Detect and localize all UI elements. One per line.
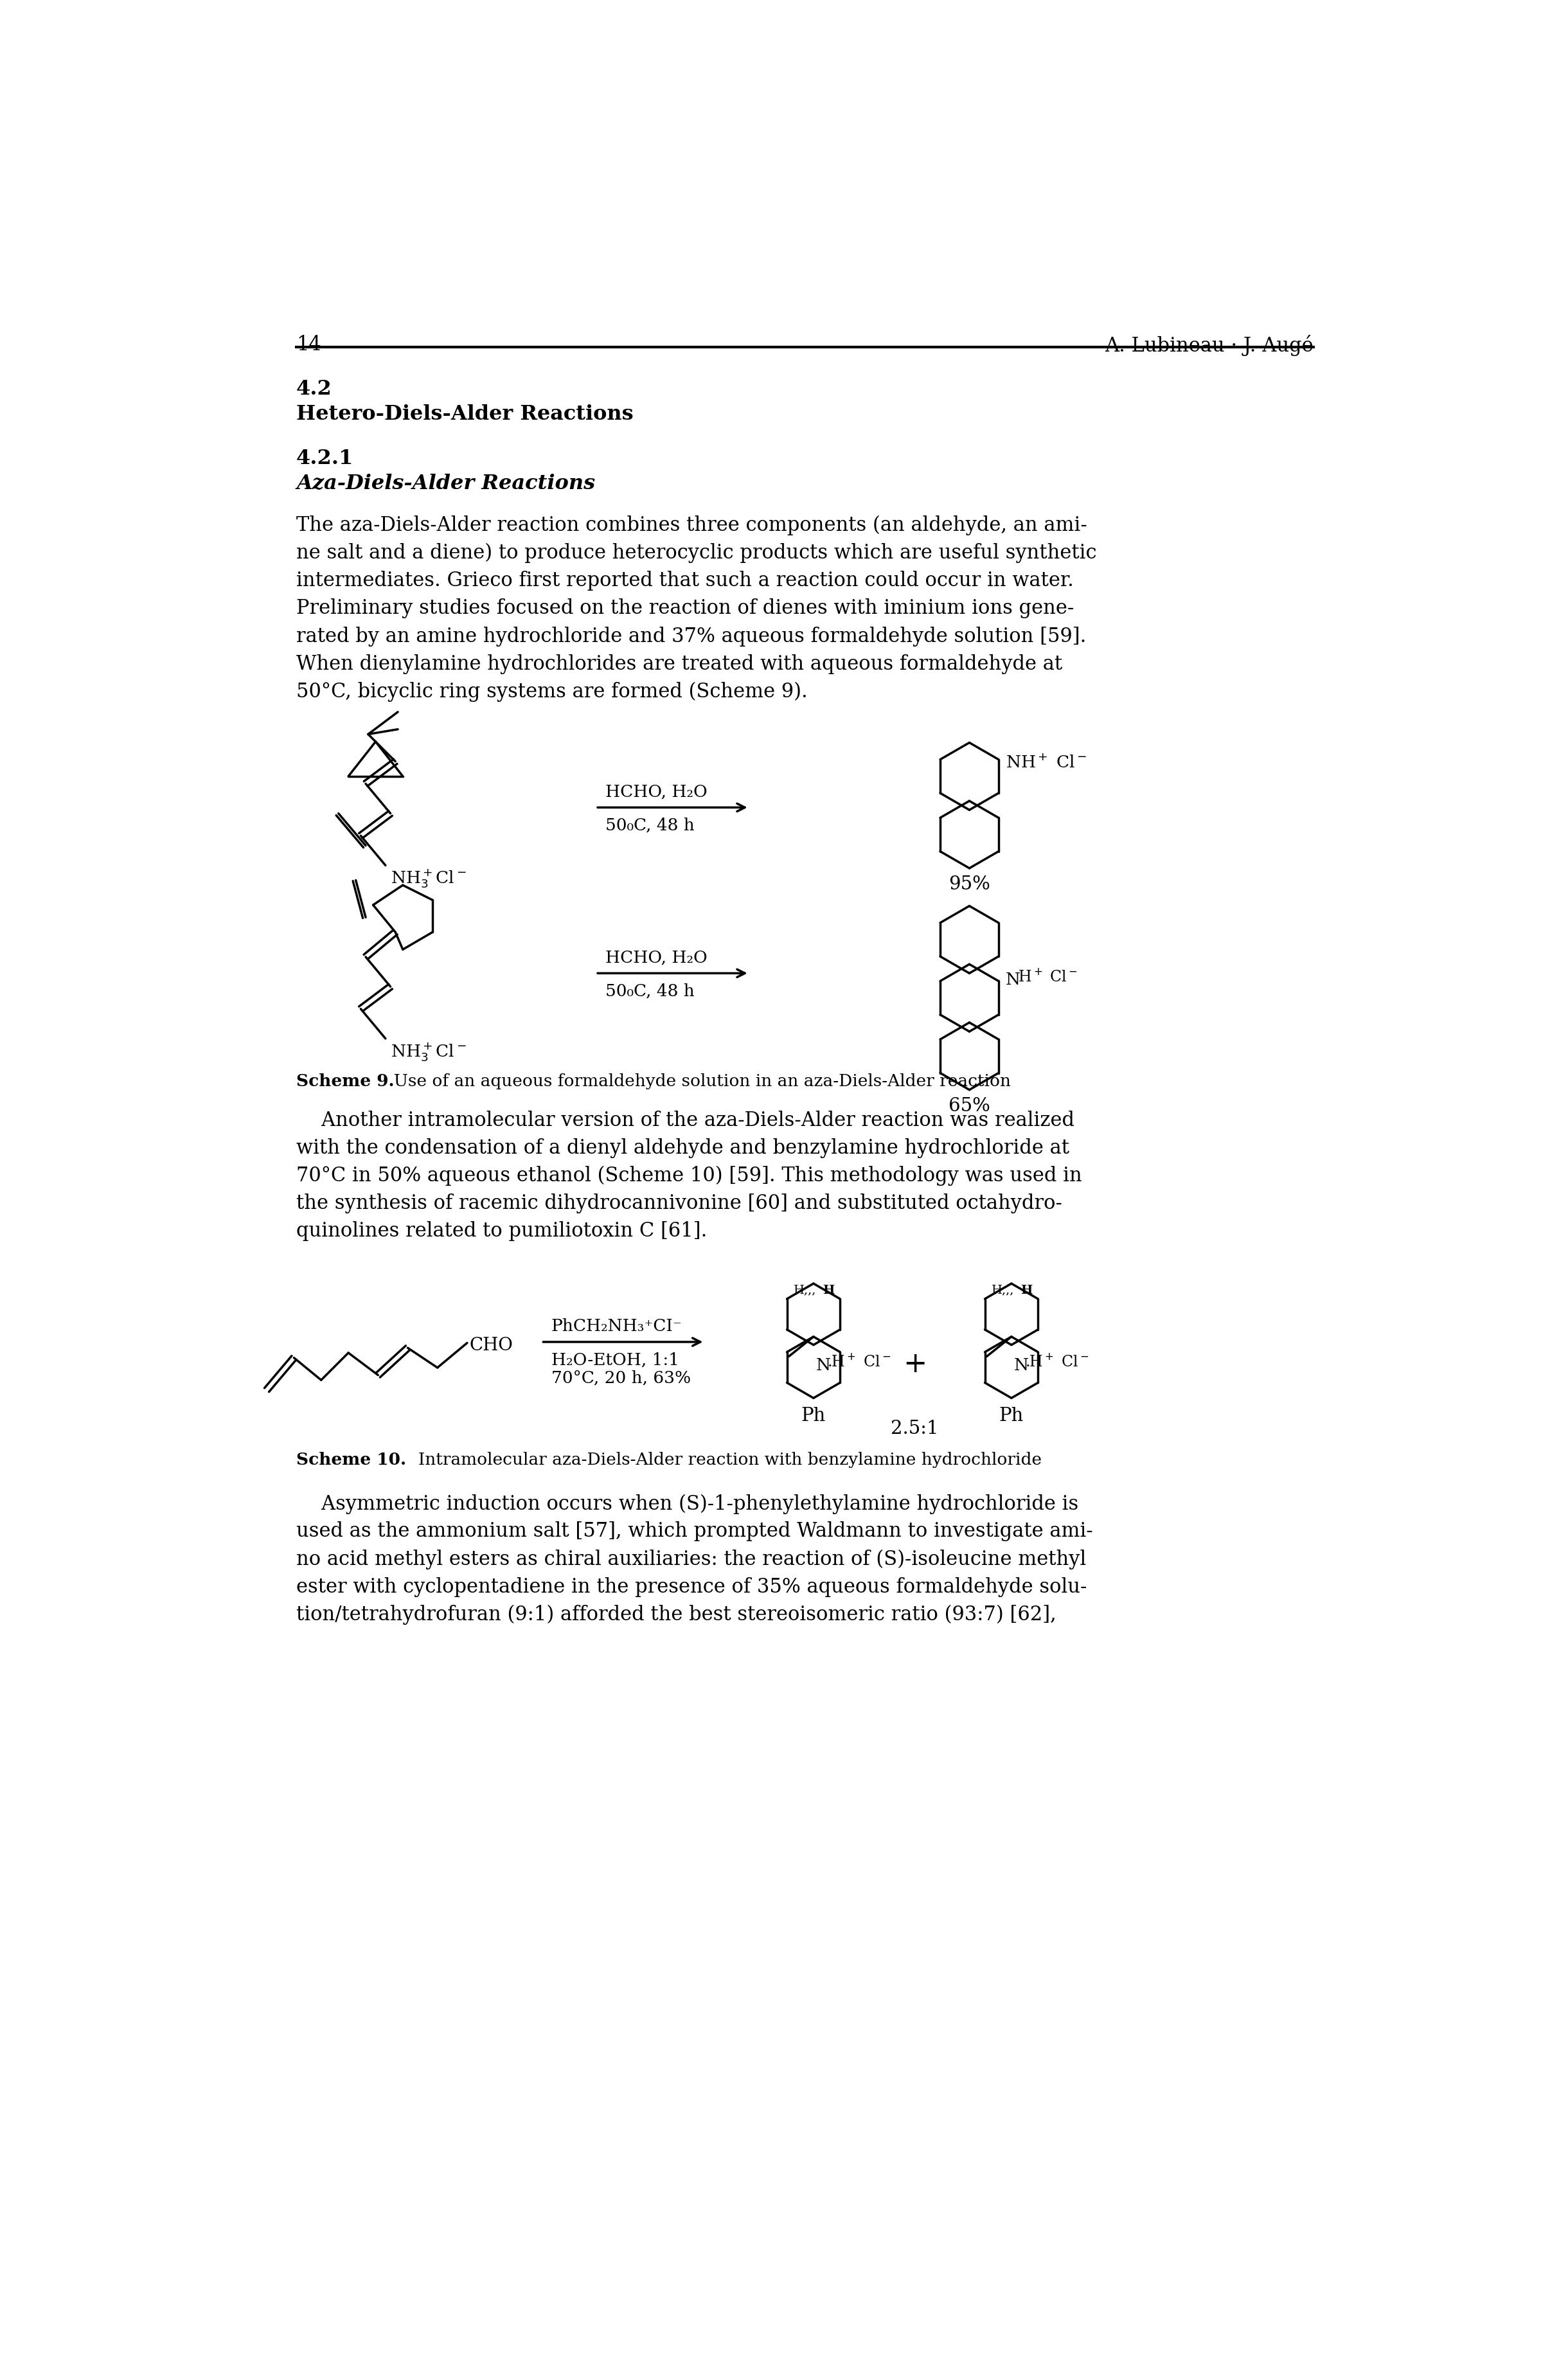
Text: HCHO, H₂O: HCHO, H₂O bbox=[605, 949, 707, 965]
Text: 65%: 65% bbox=[949, 1096, 991, 1115]
Text: H$^+$ Cl$^-$: H$^+$ Cl$^-$ bbox=[1018, 968, 1077, 984]
Text: 50₀C, 48 h: 50₀C, 48 h bbox=[605, 982, 695, 999]
Text: 70°C in 50% aqueous ethanol (Scheme 10) [59]. This methodology was used in: 70°C in 50% aqueous ethanol (Scheme 10) … bbox=[296, 1165, 1082, 1187]
Text: 95%: 95% bbox=[949, 875, 991, 894]
Text: NH$_3^+$Cl$^-$: NH$_3^+$Cl$^-$ bbox=[390, 868, 466, 889]
Text: with the condensation of a dienyl aldehyde and benzylamine hydrochloride at: with the condensation of a dienyl aldehy… bbox=[296, 1139, 1069, 1158]
Text: HCHO, H₂O: HCHO, H₂O bbox=[605, 785, 707, 799]
Text: Hetero-Diels-Alder Reactions: Hetero-Diels-Alder Reactions bbox=[296, 404, 633, 423]
Text: quinolines related to pumiliotoxin C [61].: quinolines related to pumiliotoxin C [61… bbox=[296, 1222, 707, 1241]
Text: no acid methyl esters as chiral auxiliaries: the reaction of (S)-isoleucine meth: no acid methyl esters as chiral auxiliar… bbox=[296, 1550, 1087, 1569]
Text: H: H bbox=[1021, 1284, 1032, 1296]
Text: 50₀C, 48 h: 50₀C, 48 h bbox=[605, 818, 695, 832]
Text: Ph: Ph bbox=[999, 1408, 1024, 1424]
Text: 14: 14 bbox=[296, 335, 321, 354]
Text: .H$^+$ Cl$^-$: .H$^+$ Cl$^-$ bbox=[828, 1353, 891, 1370]
Text: Asymmetric induction occurs when (S)-1-phenylethylamine hydrochloride is: Asymmetric induction occurs when (S)-1-p… bbox=[296, 1493, 1079, 1515]
Text: PhCH₂NH₃⁺CI⁻: PhCH₂NH₃⁺CI⁻ bbox=[552, 1317, 682, 1334]
Text: 4.2.1: 4.2.1 bbox=[296, 449, 354, 468]
Text: Scheme 9.: Scheme 9. bbox=[296, 1072, 395, 1089]
Text: A. Lubineau · J. Augé: A. Lubineau · J. Augé bbox=[1104, 335, 1314, 357]
Text: the synthesis of racemic dihydrocannivonine [60] and substituted octahydro-: the synthesis of racemic dihydrocannivon… bbox=[296, 1194, 1063, 1213]
Text: NH$^+$ Cl$^-$: NH$^+$ Cl$^-$ bbox=[1005, 754, 1087, 770]
Text: Ph: Ph bbox=[801, 1408, 826, 1424]
Text: The aza-Diels-Alder reaction combines three components (an aldehyde, an ami-: The aza-Diels-Alder reaction combines th… bbox=[296, 516, 1087, 535]
Text: N: N bbox=[1005, 973, 1021, 987]
Text: rated by an amine hydrochloride and 37% aqueous formaldehyde solution [59].: rated by an amine hydrochloride and 37% … bbox=[296, 625, 1087, 647]
Text: 4.2: 4.2 bbox=[296, 380, 332, 400]
Text: Another intramolecular version of the aza-Diels-Alder reaction was realized: Another intramolecular version of the az… bbox=[296, 1111, 1074, 1130]
Text: Intramolecular aza-Diels-Alder reaction with benzylamine hydrochloride: Intramolecular aza-Diels-Alder reaction … bbox=[408, 1453, 1043, 1467]
Text: tion/tetrahydrofuran (9:1) afforded the best stereoisomeric ratio (93:7) [62],: tion/tetrahydrofuran (9:1) afforded the … bbox=[296, 1605, 1057, 1624]
Text: .H$^+$ Cl$^-$: .H$^+$ Cl$^-$ bbox=[1025, 1353, 1090, 1370]
Text: intermediates. Grieco first reported that such a reaction could occur in water.: intermediates. Grieco first reported tha… bbox=[296, 571, 1074, 590]
Text: used as the ammonium salt [57], which prompted Waldmann to investigate ami-: used as the ammonium salt [57], which pr… bbox=[296, 1522, 1093, 1541]
Text: ester with cyclopentadiene in the presence of 35% aqueous formaldehyde solu-: ester with cyclopentadiene in the presen… bbox=[296, 1577, 1087, 1598]
Text: CHO: CHO bbox=[469, 1336, 513, 1355]
Text: N: N bbox=[815, 1358, 831, 1374]
Text: ne salt and a diene) to produce heterocyclic products which are useful synthetic: ne salt and a diene) to produce heterocy… bbox=[296, 542, 1096, 564]
Text: NH$_3^+$Cl$^-$: NH$_3^+$Cl$^-$ bbox=[390, 1042, 466, 1063]
Text: N: N bbox=[1014, 1358, 1029, 1374]
Text: H: H bbox=[822, 1284, 834, 1296]
Text: Scheme 10.: Scheme 10. bbox=[296, 1453, 406, 1467]
Text: H,,,: H,,, bbox=[793, 1284, 817, 1296]
Text: Aza-Diels-Alder Reactions: Aza-Diels-Alder Reactions bbox=[296, 473, 596, 492]
Text: 2.5:1: 2.5:1 bbox=[891, 1420, 939, 1439]
Text: When dienylamine hydrochlorides are treated with aqueous formaldehyde at: When dienylamine hydrochlorides are trea… bbox=[296, 654, 1063, 673]
Text: H₂O-EtOH, 1:1: H₂O-EtOH, 1:1 bbox=[552, 1351, 679, 1367]
Text: 50°C, bicyclic ring systems are formed (Scheme 9).: 50°C, bicyclic ring systems are formed (… bbox=[296, 682, 808, 702]
Text: 70°C, 20 h, 63%: 70°C, 20 h, 63% bbox=[552, 1370, 691, 1386]
Text: Use of an aqueous formaldehyde solution in an aza-Diels-Alder reaction: Use of an aqueous formaldehyde solution … bbox=[383, 1072, 1011, 1089]
Text: +: + bbox=[903, 1351, 927, 1379]
Text: H,,,: H,,, bbox=[991, 1284, 1014, 1296]
Text: Preliminary studies focused on the reaction of dienes with iminium ions gene-: Preliminary studies focused on the react… bbox=[296, 599, 1074, 618]
